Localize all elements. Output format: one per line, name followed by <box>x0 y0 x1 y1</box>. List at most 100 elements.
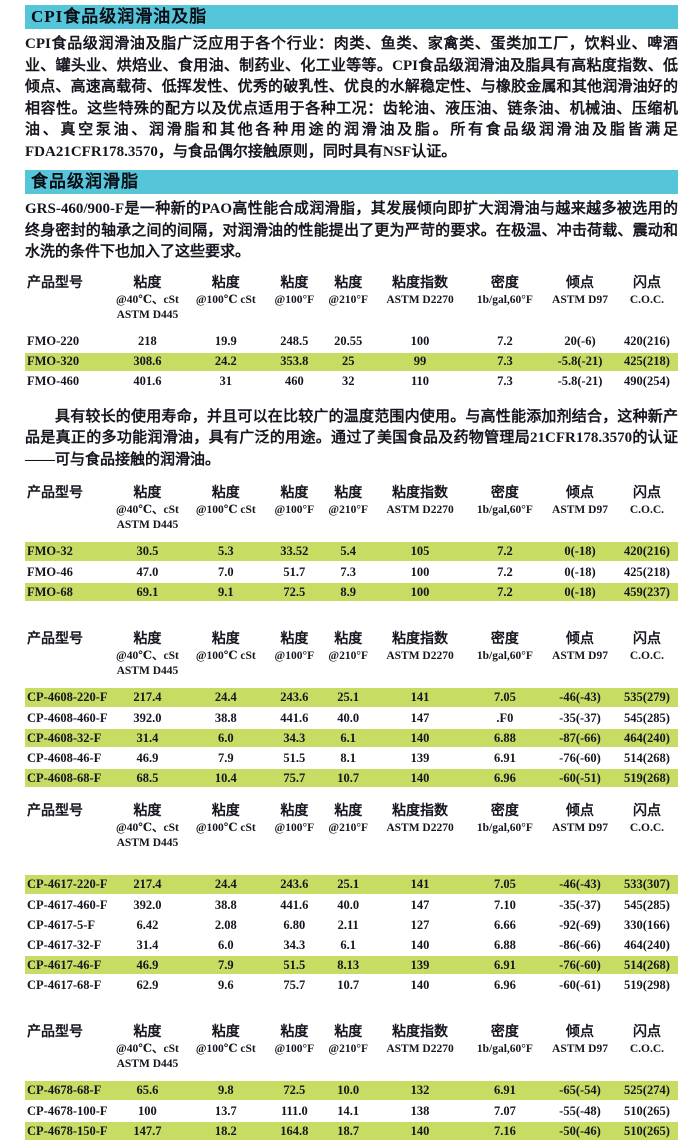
column-header: 粘度 @100°F <box>274 275 315 306</box>
value-cell: 7.3 <box>497 374 513 388</box>
value-cell: 75.7 <box>283 770 306 785</box>
table-header-row: 产品型号 粘度 @40℃、cSt ASTM D445 粘度 @100℃ cSt 粘度 @100… <box>25 271 678 332</box>
value-cell: 218 <box>138 333 157 348</box>
value-cell: 0(-18) <box>564 544 596 558</box>
value-cell: 7.2 <box>497 333 513 348</box>
value-cell: 13.7 <box>214 1103 237 1118</box>
value-cell: 5.4 <box>340 544 357 558</box>
value-cell: 138 <box>410 1103 430 1118</box>
column-header: 密度 1b/gal,60°F <box>476 804 533 834</box>
value-cell: 147 <box>410 710 430 725</box>
product-model-cell: CP-4617-220-F <box>27 877 108 891</box>
table-row: CP-4617-220-F 217.4 24.4 243.6 25.1 141 7.05 -4… <box>25 875 678 895</box>
value-cell: 7.3 <box>497 354 513 368</box>
value-cell: 330(166) <box>624 917 670 932</box>
table-row: CP-4678-68-F 65.6 9.8 72.5 10.0 132 6.91 -65(-5… <box>25 1081 678 1101</box>
value-cell: 40.0 <box>337 897 360 912</box>
spec-table-cp4608: 产品型号 粘度 @40℃、cSt ASTM D445 粘度 @100℃ cSt 粘度 @100… <box>25 627 678 789</box>
value-cell: 217.4 <box>133 690 162 704</box>
value-cell: 420(216) <box>624 544 670 558</box>
value-cell: 105 <box>410 544 430 558</box>
value-cell: 140 <box>410 1123 430 1138</box>
value-cell: 24.4 <box>214 877 237 891</box>
value-cell: 9.8 <box>217 1083 234 1097</box>
value-cell: -60(-61) <box>559 977 601 992</box>
table-row: FMO-320 308.6 24.2 353.8 25 99 7.3 -5.8(-21) 425… <box>25 351 678 372</box>
value-cell: 6.96 <box>493 977 516 992</box>
product-model-cell: CP-4617-32-F <box>27 937 102 952</box>
value-cell: 217.4 <box>133 877 162 891</box>
table-row: CP-4617-68-F 62.9 9.6 75.7 10.7 140 6.96 -60(-6… <box>25 975 678 995</box>
value-cell: 51.7 <box>283 564 306 579</box>
value-cell: 7.0 <box>217 564 234 579</box>
value-cell: 65.6 <box>136 1083 159 1097</box>
value-cell: 514(268) <box>624 750 670 765</box>
value-cell: 425(218) <box>624 354 670 368</box>
value-cell: 10.7 <box>337 977 360 992</box>
value-cell: 25 <box>341 354 355 368</box>
table-wrapper-fmo-200: 产品型号 粘度 @40℃、cSt ASTM D445 粘度 @100℃ cSt 粘度 @100… <box>25 271 678 393</box>
column-header: 粘度 @100℃ cSt <box>195 632 256 662</box>
value-cell: 9.6 <box>217 977 234 992</box>
table-row: FMO-220 218 19.9 248.5 20.55 100 7.2 20(-6) 420(… <box>25 332 678 352</box>
value-cell: 8.13 <box>337 957 360 972</box>
value-cell: 519(298) <box>624 977 670 992</box>
product-model-cell: FMO-46 <box>27 564 73 579</box>
table-wrapper-fmo-low: 产品型号 粘度 @40℃、cSt ASTM D445 粘度 @100℃ cSt 粘度 @100… <box>25 481 678 603</box>
value-cell: -5.8(-21) <box>557 354 603 368</box>
value-cell: 141 <box>410 690 430 704</box>
table-body: CP-4617-220-F 217.4 24.4 243.6 25.1 141 7.05 -4… <box>25 875 678 995</box>
value-cell: 441.6 <box>280 710 309 725</box>
value-cell: 68.5 <box>136 770 159 785</box>
value-cell: 139 <box>410 750 430 765</box>
table-head: 产品型号 粘度 @40℃、cSt ASTM D445 粘度 @100℃ cSt 粘度 @100… <box>25 799 678 875</box>
column-header: 粘度 @100°F <box>274 804 315 834</box>
value-cell: 514(268) <box>624 957 670 972</box>
product-model-cell: CP-4678-68-F <box>27 1083 102 1097</box>
column-header: 粘度 @210°F <box>328 632 368 662</box>
table-wrapper-cp4617: 产品型号 粘度 @40℃、cSt ASTM D445 粘度 @100℃ cSt 粘度 @100… <box>25 799 678 996</box>
table-row: FMO-32 30.5 5.3 33.52 5.4 105 7.2 0(-18) 420(216… <box>25 542 678 562</box>
table-head: 产品型号 粘度 @40℃、cSt ASTM D445 粘度 @100℃ cSt 粘度 @100… <box>25 271 678 332</box>
product-model-cell: CP-4678-150-F <box>27 1123 108 1138</box>
table-row: CP-4678-150-F 147.7 18.2 164.8 18.7 140 7.16 -5… <box>25 1121 678 1141</box>
product-model-cell: CP-4617-5-F <box>27 917 96 932</box>
value-cell: 2.11 <box>337 917 359 932</box>
value-cell: -76(-60) <box>559 957 601 972</box>
value-cell: 8.1 <box>340 750 357 765</box>
value-cell: 47.0 <box>136 564 159 579</box>
value-cell: 425(218) <box>624 564 670 579</box>
value-cell: 147 <box>410 897 430 912</box>
value-cell: 7.9 <box>217 957 234 972</box>
value-cell: 510(265) <box>624 1103 670 1118</box>
value-cell: 46.9 <box>136 750 159 765</box>
value-cell: 18.2 <box>214 1123 237 1138</box>
column-header: 粘度 @100℃ cSt <box>195 486 256 516</box>
value-cell: 7.3 <box>340 564 357 579</box>
column-header: 密度 1b/gal,60°F <box>476 1025 533 1055</box>
value-cell: 9.1 <box>217 584 234 599</box>
value-cell: 31.4 <box>136 730 159 745</box>
value-cell: 7.9 <box>217 750 234 765</box>
value-cell: 7.07 <box>493 1103 516 1118</box>
value-cell: 100 <box>410 564 430 579</box>
value-cell: 533(307) <box>624 877 670 891</box>
table-row: CP-4617-5-F 6.42 2.08 6.80 2.11 127 6.66 -92(-6… <box>25 915 678 935</box>
value-cell: 18.7 <box>337 1123 360 1138</box>
value-cell: -86(-66) <box>559 937 601 952</box>
value-cell: 6.1 <box>340 937 357 952</box>
table-row: CP-4608-32-F 31.4 6.0 34.3 6.1 140 6.88 -87(-66… <box>25 728 678 748</box>
value-cell: 420(216) <box>624 333 670 348</box>
value-cell: -35(-37) <box>559 710 601 725</box>
section-title-bar-grease: 食品级润滑脂 <box>25 170 678 194</box>
table-wrapper-cp4608: 产品型号 粘度 @40℃、cSt ASTM D445 粘度 @100℃ cSt 粘度 @100… <box>25 627 678 789</box>
value-cell: 7.16 <box>493 1123 516 1138</box>
value-cell: 6.88 <box>493 937 516 952</box>
value-cell: 140 <box>410 977 430 992</box>
product-model-cell: FMO-68 <box>27 584 73 599</box>
product-model-cell: CP-4617-68-F <box>27 977 102 992</box>
table-head: 产品型号 粘度 @40℃、cSt ASTM D445 粘度 @100℃ cSt 粘度 @100… <box>25 481 678 542</box>
product-model-cell: CP-4608-46-F <box>27 750 102 765</box>
column-header: 产品型号 <box>27 632 83 647</box>
product-model-cell: FMO-460 <box>27 374 80 388</box>
